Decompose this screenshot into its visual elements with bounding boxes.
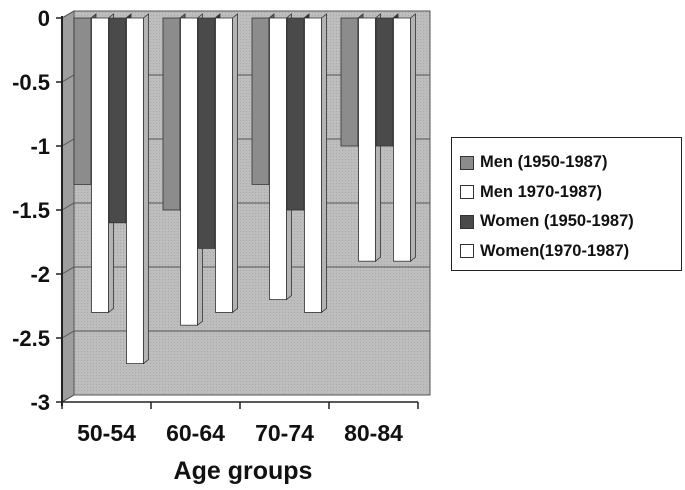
bar-face bbox=[304, 17, 322, 313]
bar-side bbox=[232, 13, 238, 314]
bar bbox=[126, 13, 149, 365]
bar-side bbox=[143, 13, 149, 365]
legend-swatch bbox=[460, 185, 474, 200]
bar-face bbox=[126, 17, 144, 365]
bar bbox=[393, 13, 416, 263]
bar-face bbox=[375, 17, 394, 147]
bar-face bbox=[215, 17, 233, 313]
legend-item: Men 1970-1987) bbox=[460, 178, 681, 208]
y-tick-label: 0 bbox=[38, 6, 50, 31]
legend: Men (1950-1987) Men 1970-1987) Women (1950… bbox=[451, 137, 682, 271]
y-tick-label: -2.5 bbox=[12, 326, 50, 351]
bar-side bbox=[321, 13, 327, 314]
bar-face bbox=[73, 17, 92, 185]
legend-label: Men 1970-1987) bbox=[480, 182, 602, 201]
bar-face bbox=[162, 17, 181, 211]
legend-label: Women(1970-1987) bbox=[480, 241, 630, 260]
legend-item: Men (1950-1987) bbox=[460, 148, 681, 178]
bar-face bbox=[358, 17, 376, 262]
gridline bbox=[61, 394, 430, 403]
y-tick-label: -3 bbox=[30, 390, 50, 415]
gridline bbox=[61, 10, 430, 19]
bar-face bbox=[286, 17, 305, 211]
legend-swatch bbox=[460, 214, 474, 229]
legend-label: Women (1950-1987) bbox=[480, 212, 634, 231]
legend-swatch bbox=[460, 155, 474, 170]
bar bbox=[304, 13, 327, 314]
bar-face bbox=[340, 17, 359, 147]
bar-face bbox=[251, 17, 270, 185]
bar bbox=[215, 13, 238, 314]
y-tick-label: -1 bbox=[30, 134, 50, 159]
axes bbox=[56, 16, 419, 409]
x-tick-label: 50-54 bbox=[77, 420, 136, 446]
y-tick-label: -0.5 bbox=[12, 70, 50, 95]
legend-label: Men (1950-1987) bbox=[480, 153, 608, 172]
x-tick-label: 60-64 bbox=[166, 420, 225, 446]
bar-face bbox=[91, 17, 109, 313]
bar-face bbox=[269, 17, 287, 301]
legend-item: Women (1950-1987) bbox=[460, 207, 681, 237]
legend-item: Women(1970-1987) bbox=[460, 237, 681, 267]
y-tick-label: -2 bbox=[30, 262, 50, 287]
bar-face bbox=[108, 17, 127, 224]
bar-face bbox=[197, 17, 216, 249]
x-tick-label: 70-74 bbox=[255, 420, 314, 446]
x-axis-label: Age groups bbox=[174, 457, 313, 485]
bars bbox=[73, 13, 416, 365]
x-tick-labels: 50-54 60-64 70-74 80-84 bbox=[77, 420, 403, 446]
y-tick-labels: 0 -0.5 -1 -1.5 -2 -2.5 -3 bbox=[12, 6, 50, 415]
y-tick-label: -1.5 bbox=[12, 198, 50, 223]
x-tick-label: 80-84 bbox=[344, 420, 403, 446]
legend-swatch bbox=[460, 244, 474, 259]
bar-face bbox=[180, 17, 198, 326]
bar-side bbox=[410, 13, 416, 263]
bar-face bbox=[393, 17, 411, 262]
gridline bbox=[61, 330, 430, 339]
